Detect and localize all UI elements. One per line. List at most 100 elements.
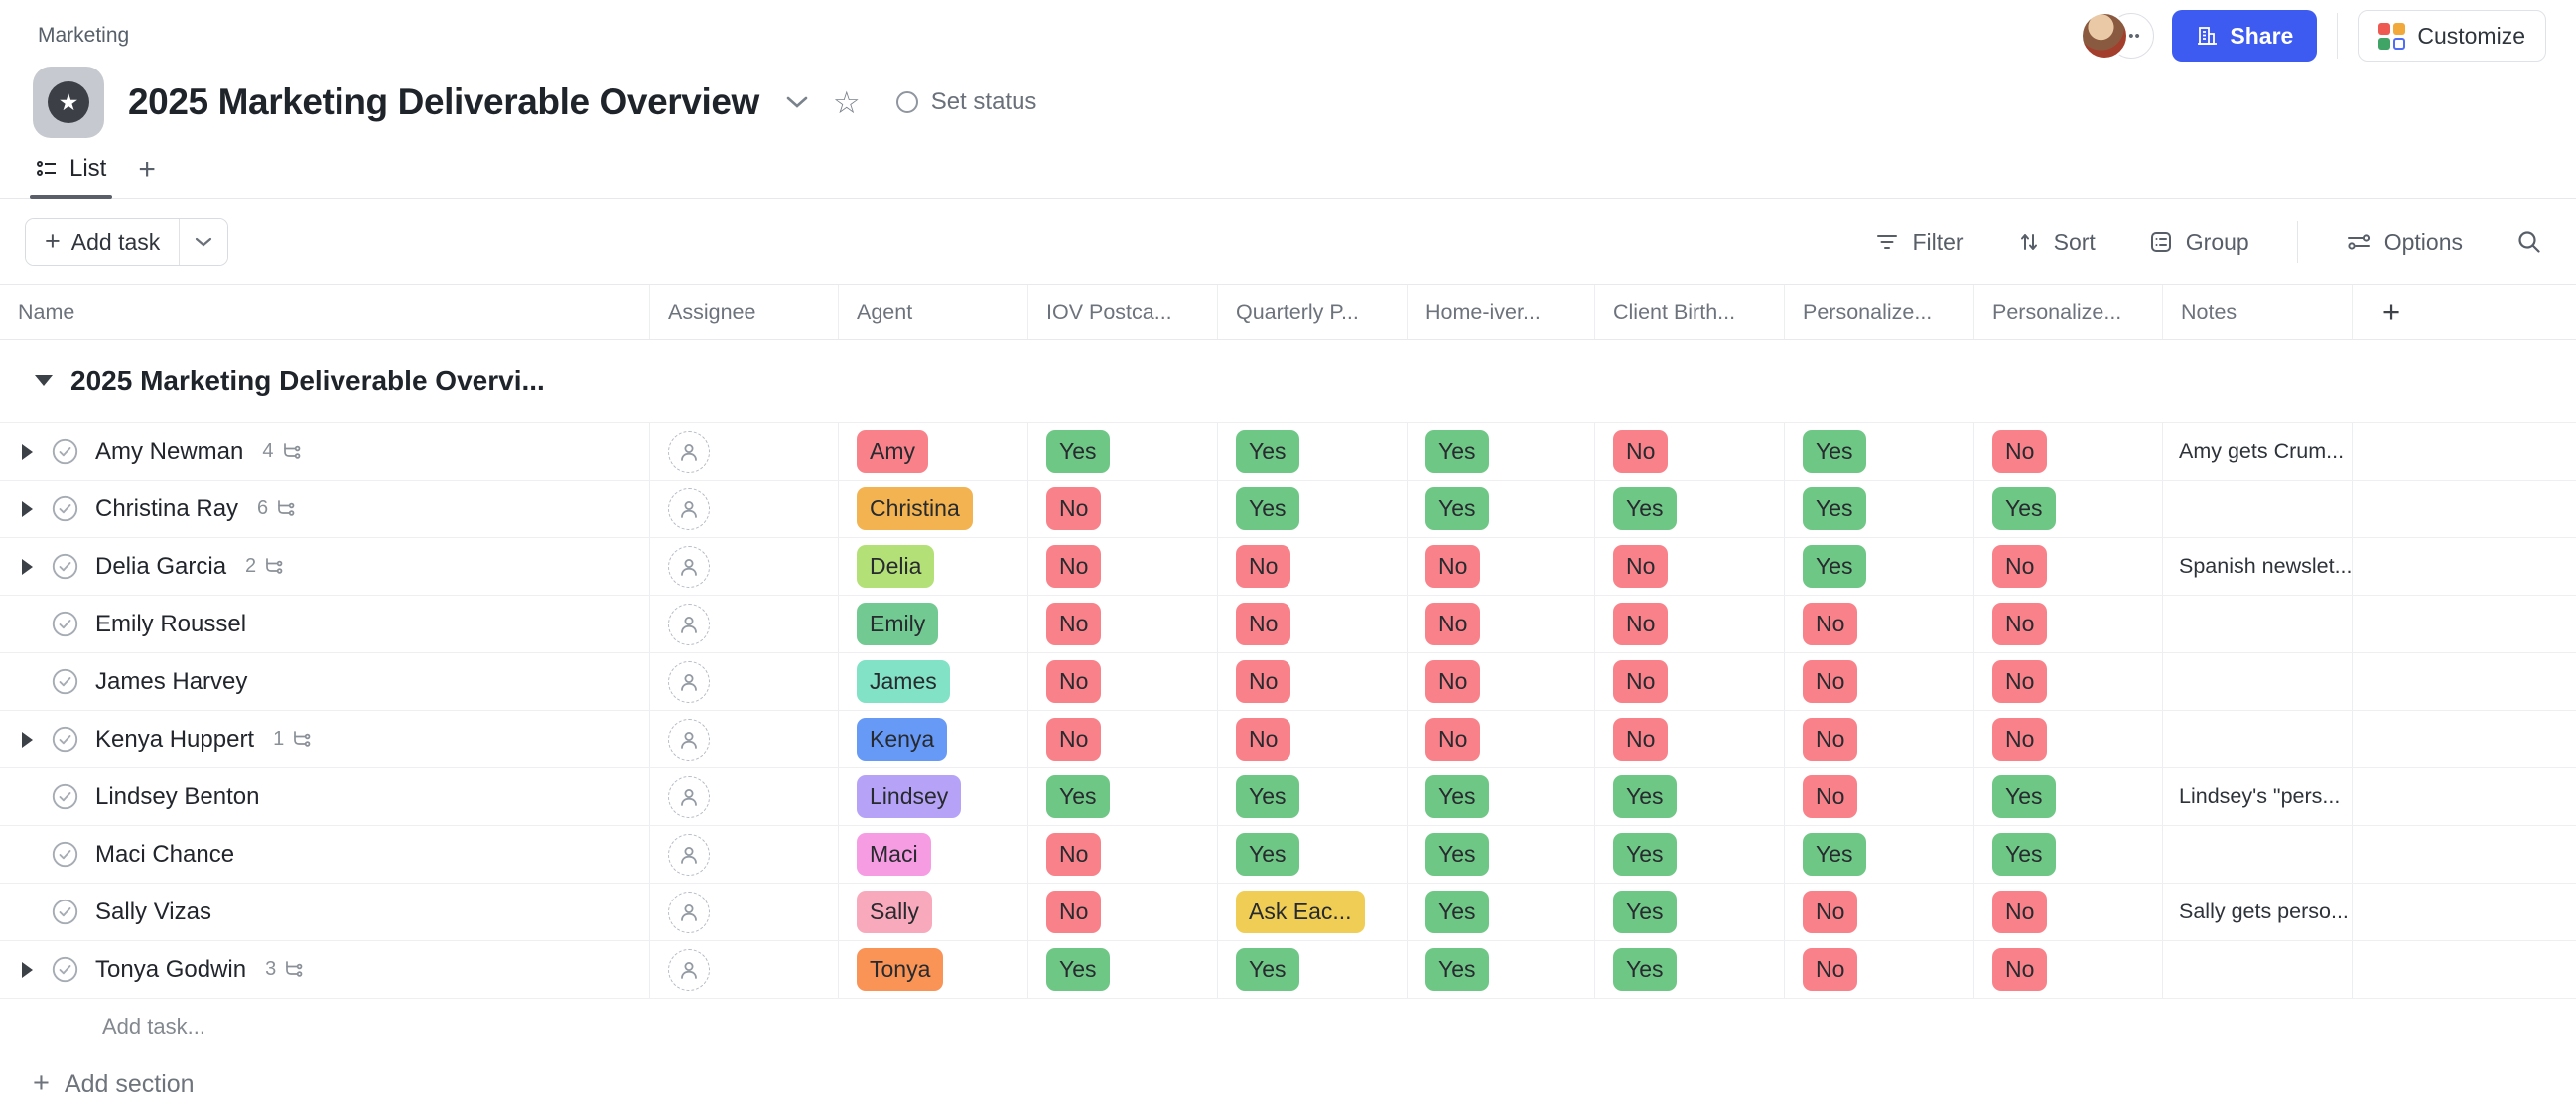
page-title[interactable]: 2025 Marketing Deliverable Overview (128, 81, 759, 122)
add-view-button[interactable]: + (138, 155, 156, 198)
status-cell[interactable]: Yes (1785, 423, 1974, 480)
status-badge[interactable]: No (1425, 718, 1481, 761)
column-header-iov-postca[interactable]: IOV Postca... (1028, 285, 1218, 339)
task-name[interactable]: Christina Ray (95, 494, 239, 522)
table-row[interactable]: Delia Garcia 2 Delia No No No No Yes No (0, 538, 2576, 596)
status-badge[interactable]: Yes (1613, 487, 1677, 530)
status-cell[interactable]: No (1408, 538, 1595, 595)
status-badge[interactable]: No (1046, 660, 1102, 703)
status-cell[interactable]: Yes (1218, 481, 1408, 537)
status-cell[interactable]: No (1974, 538, 2163, 595)
status-cell[interactable]: No (1408, 653, 1595, 710)
list-avatar-icon[interactable]: ★ (33, 67, 104, 138)
assignee-empty-icon[interactable] (668, 775, 710, 818)
status-badge[interactable]: Yes (1613, 833, 1677, 876)
avatar[interactable] (2081, 12, 2129, 60)
options-button[interactable]: Options (2346, 229, 2463, 256)
status-cell[interactable]: Yes (1408, 423, 1595, 480)
group-button[interactable]: Group (2149, 229, 2249, 256)
status-cell[interactable]: Yes (1785, 826, 1974, 883)
status-badge[interactable]: No (1992, 891, 2048, 933)
column-header-name[interactable]: Name (0, 285, 650, 339)
note-cell[interactable]: Spanish newslet... (2163, 538, 2353, 595)
status-cell[interactable]: No (1974, 711, 2163, 767)
status-badge[interactable]: Yes (1803, 430, 1866, 473)
note-cell[interactable] (2163, 481, 2353, 537)
status-cell[interactable]: Yes (1408, 884, 1595, 940)
status-cell[interactable]: No (1785, 884, 1974, 940)
note-cell[interactable] (2163, 653, 2353, 710)
status-badge[interactable]: No (1613, 603, 1669, 645)
status-badge[interactable]: No (1992, 430, 2048, 473)
assignee-empty-icon[interactable] (668, 430, 710, 473)
status-cell[interactable]: No (1408, 711, 1595, 767)
status-badge[interactable]: Yes (1046, 775, 1110, 818)
status-cell[interactable]: No (1408, 596, 1595, 652)
status-cell[interactable]: No (1785, 596, 1974, 652)
status-badge[interactable]: Yes (1236, 775, 1299, 818)
note-cell[interactable] (2163, 826, 2353, 883)
expand-row-icon[interactable] (22, 443, 52, 460)
table-row[interactable]: Sally Vizas Sally No Ask Eac... Yes Yes … (0, 884, 2576, 941)
add-task-dropdown-button[interactable] (179, 219, 228, 265)
status-cell[interactable]: Yes (1408, 826, 1595, 883)
tab-list[interactable]: List (30, 155, 113, 199)
sort-button[interactable]: Sort (2017, 229, 2096, 256)
status-cell[interactable]: No (1785, 711, 1974, 767)
status-cell[interactable]: No (1595, 538, 1785, 595)
status-cell[interactable]: Yes (1028, 423, 1218, 480)
search-button[interactable] (2516, 229, 2542, 255)
status-cell[interactable]: No (1595, 653, 1785, 710)
status-badge[interactable]: No (1046, 718, 1102, 761)
task-name[interactable]: Kenya Huppert (95, 725, 255, 753)
status-badge[interactable]: No (1803, 775, 1858, 818)
status-cell[interactable]: No (1595, 596, 1785, 652)
status-badge[interactable]: Yes (1803, 487, 1866, 530)
status-cell[interactable]: Yes (1785, 481, 1974, 537)
add-section-button[interactable]: + Add section (0, 1069, 195, 1099)
status-badge[interactable]: Yes (1613, 891, 1677, 933)
status-cell[interactable]: No (1028, 538, 1218, 595)
status-cell[interactable]: Yes (1785, 538, 1974, 595)
column-header-assignee[interactable]: Assignee (650, 285, 839, 339)
status-badge[interactable]: No (1803, 891, 1858, 933)
agent-badge[interactable]: Delia (857, 545, 935, 588)
table-row[interactable]: Emily Roussel Emily No No No No No No (0, 596, 2576, 653)
status-cell[interactable]: No (1974, 884, 2163, 940)
task-check-icon[interactable] (52, 726, 78, 753)
status-cell[interactable]: Yes (1974, 826, 2163, 883)
status-cell[interactable]: No (1974, 653, 2163, 710)
status-cell[interactable]: No (1028, 653, 1218, 710)
share-button[interactable]: Share (2172, 10, 2318, 62)
table-row[interactable]: James Harvey James No No No No No No (0, 653, 2576, 711)
status-badge[interactable]: No (1425, 660, 1481, 703)
status-badge[interactable]: No (1992, 603, 2048, 645)
status-cell[interactable]: No (1218, 653, 1408, 710)
group-title[interactable]: 2025 Marketing Deliverable Overvi... (70, 364, 545, 396)
column-header-client-birth[interactable]: Client Birth... (1595, 285, 1785, 339)
status-badge[interactable]: No (1803, 603, 1858, 645)
status-cell[interactable]: No (1785, 768, 1974, 825)
agent-badge[interactable]: Amy (857, 430, 928, 473)
status-cell[interactable]: Ask Eac... (1218, 884, 1408, 940)
status-cell[interactable]: Yes (1218, 941, 1408, 998)
status-badge[interactable]: Yes (1803, 833, 1866, 876)
task-name[interactable]: Tonya Godwin (95, 955, 247, 983)
task-check-icon[interactable] (52, 668, 78, 695)
status-cell[interactable]: Yes (1408, 941, 1595, 998)
status-cell[interactable]: No (1218, 538, 1408, 595)
expand-row-icon[interactable] (22, 558, 52, 575)
set-status-button[interactable]: Set status (895, 88, 1036, 116)
expand-row-icon[interactable] (22, 961, 52, 978)
column-header-quarterly-p[interactable]: Quarterly P... (1218, 285, 1408, 339)
breadcrumb[interactable]: Marketing (38, 24, 130, 47)
table-row[interactable]: Maci Chance Maci No Yes Yes Yes Yes Yes (0, 826, 2576, 884)
expand-row-icon[interactable] (22, 500, 52, 517)
status-badge[interactable]: Yes (1425, 948, 1489, 991)
status-badge[interactable]: Yes (1046, 948, 1110, 991)
agent-badge[interactable]: James (857, 660, 950, 703)
status-cell[interactable]: No (1218, 711, 1408, 767)
task-name[interactable]: Sally Vizas (95, 898, 211, 925)
status-badge[interactable]: Yes (1425, 891, 1489, 933)
column-header-notes[interactable]: Notes (2163, 285, 2353, 339)
